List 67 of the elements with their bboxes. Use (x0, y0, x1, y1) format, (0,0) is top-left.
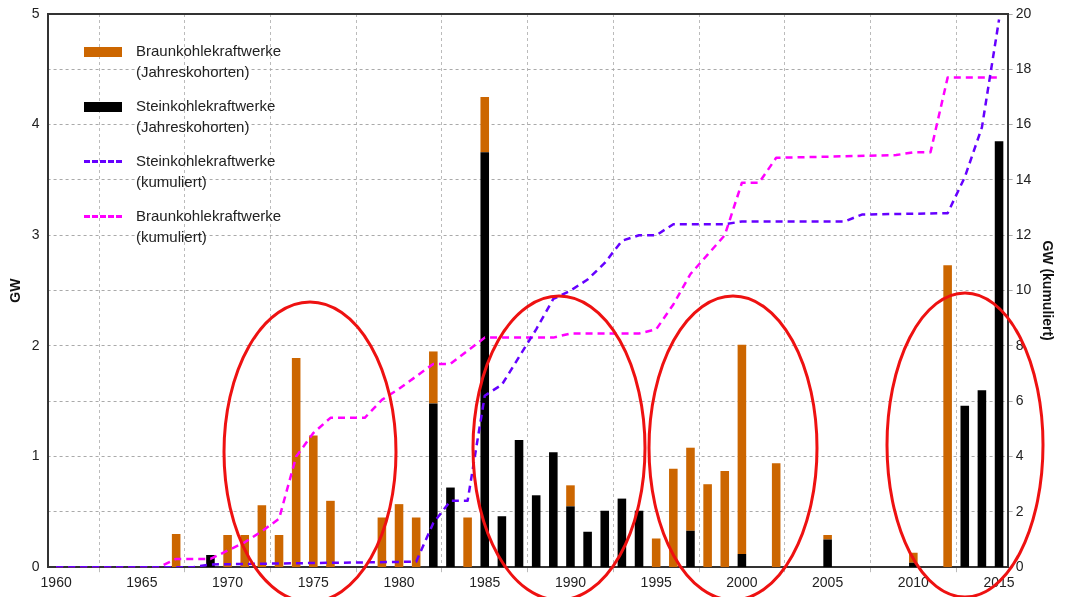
bar (686, 530, 695, 568)
bar (686, 447, 695, 531)
bar (411, 517, 421, 568)
legend-label: Braunkohlekraftwerke (kumuliert) (136, 206, 283, 247)
bar (429, 403, 438, 568)
y-tick-label: 0 (31, 558, 40, 575)
bar (223, 535, 232, 568)
y-tick-label: 1 (31, 447, 40, 464)
bar (823, 539, 832, 568)
y-axis-title: GW (7, 277, 24, 303)
legend-label: Braunkohlekraftwerke (Jahreskohorten) (136, 41, 283, 82)
x-tick-label: 2010 (897, 574, 930, 591)
y-tick-label: 4 (31, 115, 40, 132)
bar (480, 96, 490, 153)
bar (737, 553, 747, 568)
x-tick-label: 1960 (40, 574, 72, 591)
bar (566, 506, 575, 568)
bar (429, 351, 438, 404)
bar (600, 510, 610, 568)
legend-label: Steinkohlekraftwerke (Jahreskohorten) (136, 96, 277, 137)
bar (566, 485, 575, 507)
y-tick-label: 5 (31, 4, 40, 21)
x-tick-label: 2000 (726, 574, 758, 591)
y2-tick-label: 0 (1015, 558, 1024, 575)
x-tick-label: 1985 (469, 574, 501, 591)
x-tick-label: 1970 (212, 574, 244, 591)
y2-tick-label: 20 (1015, 4, 1032, 21)
bar (549, 452, 558, 568)
bar (291, 358, 301, 568)
bar (737, 344, 747, 554)
bar (720, 470, 730, 568)
bar (943, 265, 952, 568)
bar (394, 504, 404, 568)
bar (463, 517, 472, 568)
legend-label: Steinkohlekraftwerke (kumuliert) (136, 151, 277, 192)
y2-tick-label: 12 (1015, 226, 1032, 243)
y2-axis-title: GW (kumuliert) (1039, 240, 1056, 341)
x-tick-label: 1975 (297, 574, 330, 591)
y2-tick-label: 14 (1015, 170, 1032, 187)
bar (771, 463, 781, 568)
bar (514, 439, 524, 568)
bar (977, 390, 987, 568)
bar (994, 141, 1004, 568)
y2-tick-label: 6 (1015, 392, 1024, 409)
bar (446, 487, 455, 568)
y-tick-label: 2 (31, 336, 40, 353)
bar (531, 495, 541, 568)
x-tick-label: 2005 (812, 574, 844, 591)
y2-tick-label: 2 (1015, 502, 1024, 519)
y-tick-label: 3 (31, 226, 40, 243)
bar (703, 484, 712, 568)
bar (326, 500, 335, 568)
bar (669, 468, 678, 568)
y2-tick-label: 16 (1015, 115, 1032, 132)
bar (960, 405, 970, 568)
x-tick-label: 1965 (126, 574, 158, 591)
y2-tick-label: 18 (1015, 60, 1032, 77)
x-tick-label: 1995 (640, 574, 672, 591)
x-tick-label: 1980 (383, 574, 415, 591)
bar (309, 435, 318, 568)
bar (823, 535, 832, 540)
bar (651, 538, 661, 568)
x-tick-label: 1990 (554, 574, 587, 591)
y2-tick-label: 4 (1015, 447, 1024, 464)
y2-tick-label: 10 (1015, 281, 1032, 298)
bar (480, 152, 490, 568)
bar (583, 531, 592, 568)
